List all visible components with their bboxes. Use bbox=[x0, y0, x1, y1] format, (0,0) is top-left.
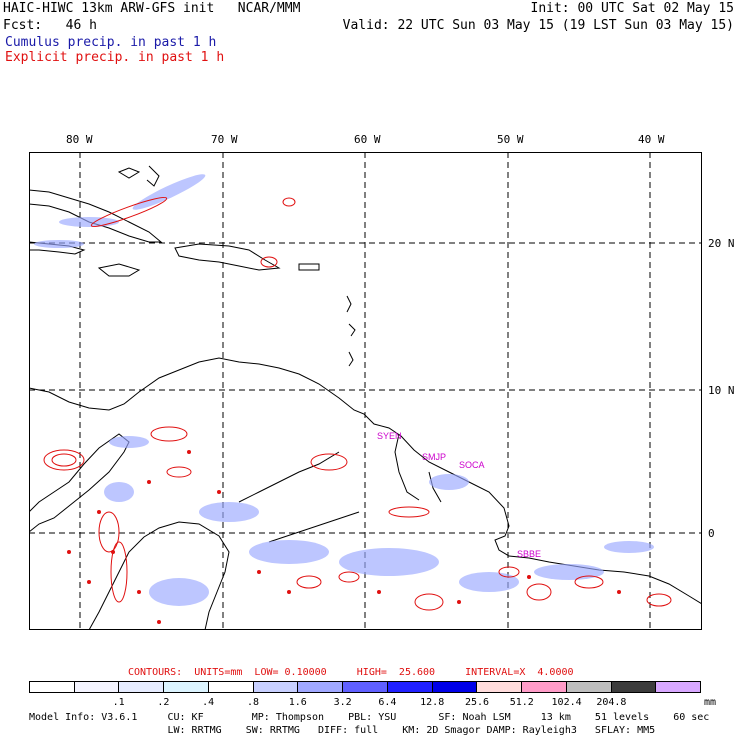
colorbar-tick-label: .4 bbox=[202, 697, 215, 708]
lon-label-80w: 80 W bbox=[66, 133, 93, 146]
colorbar-swatch bbox=[253, 682, 299, 692]
colorbar-swatch bbox=[522, 682, 567, 692]
colorbar-tick-label: 1.6 bbox=[288, 697, 307, 708]
colorbar-swatch bbox=[477, 682, 523, 692]
lon-label-60w: 60 W bbox=[354, 133, 381, 146]
colorbar-swatch bbox=[119, 682, 165, 692]
colorbar bbox=[29, 681, 701, 693]
colorbar-swatch bbox=[30, 682, 75, 692]
coastline bbox=[29, 165, 702, 630]
explicit-precip-dots bbox=[67, 450, 621, 624]
model-info-line2: LW: RRTMG SW: RRTMG DIFF: full KM: 2D Sm… bbox=[29, 725, 656, 736]
colorbar-swatch bbox=[164, 682, 209, 692]
colorbar-tick-label: 204.8 bbox=[596, 697, 627, 708]
colorbar-tick-label: 12.8 bbox=[420, 697, 445, 708]
place-label-soca: SOCA bbox=[459, 460, 485, 470]
colorbar-tick-label: 3.2 bbox=[333, 697, 352, 708]
contours-info: CONTOURS: UNITS=mm LOW= 0.10000 HIGH= 25… bbox=[128, 667, 574, 678]
colorbar-swatch bbox=[298, 682, 344, 692]
colorbar-swatch bbox=[611, 682, 657, 692]
lon-label-40w: 40 W bbox=[638, 133, 665, 146]
lon-label-50w: 50 W bbox=[497, 133, 524, 146]
lon-label-70w: 70 W bbox=[211, 133, 238, 146]
colorbar-tick-label: 6.4 bbox=[378, 697, 397, 708]
place-label-sbbe: SBBE bbox=[517, 549, 541, 559]
legend-cumulus: Cumulus precip. in past 1 h bbox=[5, 35, 217, 50]
colorbar-tick-label: 25.6 bbox=[464, 697, 490, 708]
colorbar-tick-label: .8 bbox=[246, 697, 260, 708]
colorbar-swatch bbox=[74, 682, 120, 692]
explicit-precip bbox=[43, 197, 672, 611]
colorbar-swatch bbox=[566, 682, 612, 692]
lat-label-0: 0 bbox=[708, 527, 715, 540]
colorbar-swatch bbox=[343, 682, 388, 692]
colorbar-unit: mm bbox=[704, 697, 717, 708]
precip-map: SYEN SMJP SOCA SBBE bbox=[29, 152, 702, 630]
valid-time: Valid: 22 UTC Sun 03 May 15 (19 LST Sun … bbox=[342, 18, 734, 33]
lat-label-10n: 10 N bbox=[708, 384, 735, 397]
colorbar-swatch bbox=[432, 682, 478, 692]
colorbar-swatch bbox=[208, 682, 254, 692]
legend-explicit: Explicit precip. in past 1 h bbox=[5, 50, 225, 65]
lat-label-20n: 20 N bbox=[708, 237, 735, 250]
colorbar-tick-label: .2 bbox=[157, 697, 170, 708]
header-title: HAIC-HIWC 13km ARW-GFS init NCAR/MMM bbox=[3, 1, 301, 16]
init-time: Init: 00 UTC Sat 02 May 15 bbox=[530, 1, 735, 16]
colorbar-swatch bbox=[387, 682, 433, 692]
colorbar-tick-label: .1 bbox=[112, 697, 125, 708]
colorbar-tick-label: 51.2 bbox=[509, 697, 534, 708]
place-label-syen: SYEN bbox=[377, 431, 402, 441]
colorbar-tick-label: 102.4 bbox=[551, 697, 582, 708]
colorbar-swatch bbox=[656, 682, 701, 692]
forecast-hour: Fcst: 46 h bbox=[3, 18, 97, 33]
model-info-line1: Model Info: V3.6.1 CU: KF MP: Thompson P… bbox=[29, 712, 710, 723]
place-label-smjp: SMJP bbox=[422, 452, 446, 462]
